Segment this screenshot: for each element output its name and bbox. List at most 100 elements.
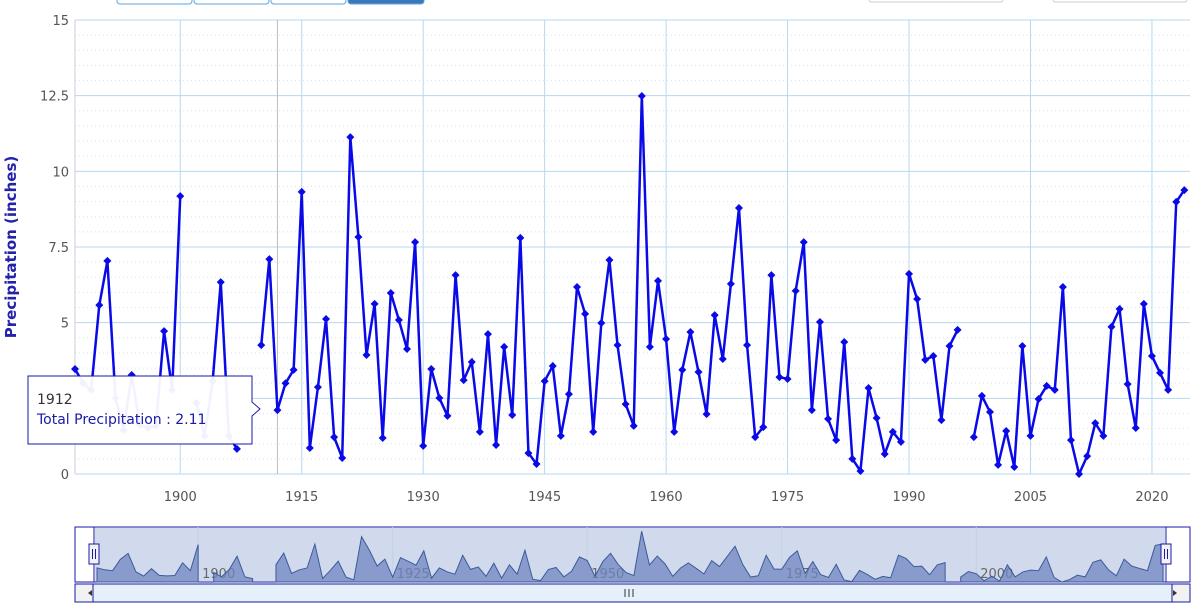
point-marker [1115,305,1124,314]
point-marker [759,423,768,432]
point-marker [888,427,897,436]
point-marker [670,427,679,436]
point-marker [508,410,517,419]
point-marker [459,376,468,385]
navigator-handle[interactable] [1160,543,1172,565]
scrollbar-arrow-right[interactable] [1173,590,1177,596]
point-marker [1139,299,1148,308]
point-marker [913,295,922,304]
y-axis-title: Precipitation (inches) [2,156,20,339]
range-button-active[interactable] [347,0,425,5]
point-marker [305,443,314,452]
x-tick-label: 1915 [285,490,318,505]
point-marker [751,433,760,442]
point-marker [1018,341,1027,350]
point-marker [330,433,339,442]
point-marker [483,330,492,339]
navigator-area [275,531,946,583]
point-marker [937,416,946,425]
point-marker [573,282,582,291]
point-marker [1042,381,1051,390]
point-marker [1099,431,1108,440]
point-marker [1147,351,1156,360]
y-tick-label: 5 [61,317,69,332]
point-marker [1075,470,1084,478]
point-marker [346,133,355,142]
point-marker [265,255,274,264]
point-marker [1107,322,1116,331]
y-tick-label: 15 [52,14,69,29]
x-tick-label: 1945 [528,490,561,505]
point-marker [556,431,565,440]
point-marker [160,327,169,336]
point-marker [1091,419,1100,428]
range-button[interactable] [270,0,347,5]
scrollbar-arrow-left[interactable] [88,590,92,596]
point-marker [524,449,533,458]
point-marker [281,379,290,388]
point-marker [1034,394,1043,403]
point-marker [840,338,849,347]
point-marker [492,440,501,449]
point-marker [95,301,104,310]
point-marker [232,444,241,453]
point-marker [686,328,695,337]
point-marker [921,355,930,364]
x-tick-label: 1900 [164,490,197,505]
date-input[interactable] [868,0,1004,3]
point-marker [896,437,905,446]
point-marker [1083,452,1092,461]
x-tick-label: 1930 [407,490,440,505]
point-marker [273,406,282,415]
point-marker [532,460,541,469]
navigator-handle[interactable] [88,543,100,565]
point-marker [637,91,646,100]
point-marker [743,341,752,350]
point-marker [257,341,266,350]
point-marker [370,299,379,308]
point-marker [1026,431,1035,440]
point-marker [419,441,428,450]
x-tick-label: 2020 [1135,490,1168,505]
point-marker [848,454,857,463]
point-marker [905,269,914,278]
tooltip-box [27,375,261,445]
tooltip-label: Total Precipitation : 2.11 [36,412,206,428]
point-marker [1172,197,1181,206]
point-marker [597,318,606,327]
point-marker [807,406,816,415]
y-tick-label: 0 [61,468,69,483]
point-marker [564,390,573,399]
point-marker [1058,282,1067,291]
point-marker [451,271,460,280]
date-input[interactable] [1052,0,1188,3]
point-marker [718,354,727,363]
point-marker [1066,436,1075,445]
point-marker [678,365,687,374]
point-marker [516,233,525,242]
point-marker [443,411,452,420]
y-tick-label: 12.5 [40,90,69,105]
navigator-area [213,555,254,583]
point-marker [540,377,549,386]
point-marker [734,203,743,212]
navigator-area [960,543,1164,583]
point-marker [1123,380,1132,389]
point-marker [1180,186,1189,195]
point-marker [394,315,403,324]
point-marker [338,453,347,462]
point-marker [1156,368,1165,377]
y-tick-label: 10 [52,165,69,180]
point-marker [1164,385,1173,394]
point-marker [985,407,994,416]
y-tick-label: 7.5 [48,241,69,256]
range-button[interactable] [193,0,270,5]
range-button[interactable] [116,0,193,5]
point-marker [548,361,557,370]
point-marker [313,383,322,392]
point-marker [702,410,711,419]
x-tick-label: 1975 [771,490,804,505]
point-marker [605,256,614,265]
point-marker [103,256,112,265]
